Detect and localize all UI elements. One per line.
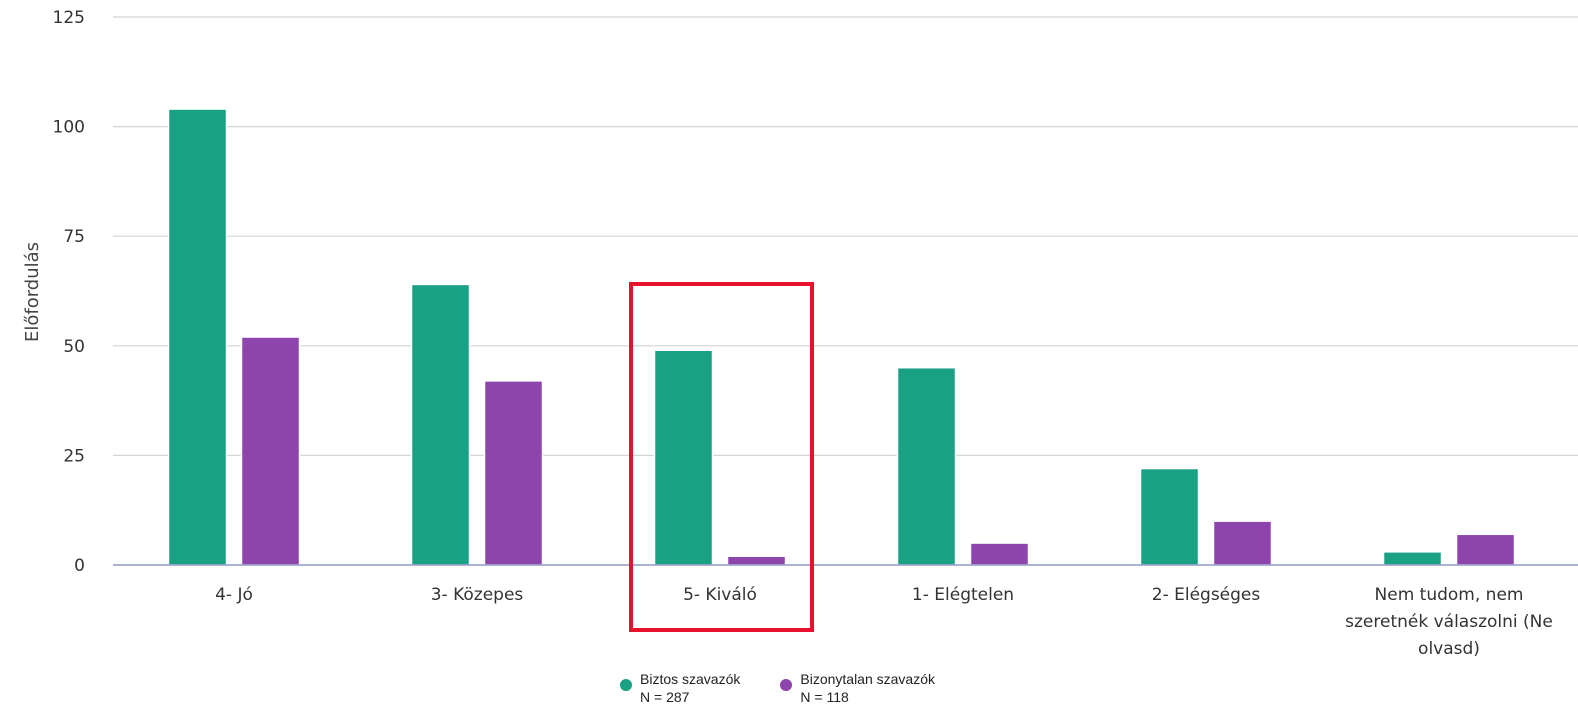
highlight-box bbox=[629, 282, 814, 632]
x-category-label: 5- Kiváló bbox=[683, 585, 757, 605]
x-category-label: 4- Jó bbox=[215, 585, 253, 605]
bar-biztos[interactable] bbox=[1382, 551, 1443, 566]
y-tick-label: 100 bbox=[53, 118, 85, 138]
legend-label: Biztos szavazók bbox=[640, 671, 741, 687]
legend-dot-icon bbox=[620, 679, 632, 691]
x-category-label: 2- Elégséges bbox=[1152, 585, 1261, 605]
gridlines bbox=[113, 16, 1578, 456]
x-category-label: 1- Elégtelen bbox=[912, 585, 1014, 605]
bar-bizonytalan[interactable] bbox=[1455, 533, 1516, 566]
legend-item-bizonytalan[interactable]: Bizonytalan szavazók N = 118 bbox=[780, 670, 935, 706]
y-tick-label: 75 bbox=[63, 227, 85, 247]
bar-biztos[interactable] bbox=[167, 108, 228, 566]
y-tick-label: 25 bbox=[63, 446, 85, 466]
y-tick-label: 0 bbox=[74, 556, 85, 576]
bar-bizonytalan[interactable] bbox=[240, 336, 301, 566]
y-axis-ticks: 0 25 50 75 100 125 bbox=[53, 8, 85, 576]
legend-n: N = 118 bbox=[800, 689, 849, 705]
bar-biztos[interactable] bbox=[1139, 467, 1200, 566]
x-axis-categories: 4- Jó 3- Közepes 5- Kiváló 1- Elégtelen 2- E… bbox=[215, 585, 1553, 659]
y-tick-label: 125 bbox=[53, 8, 85, 28]
legend-item-biztos[interactable]: Biztos szavazók N = 287 bbox=[620, 670, 740, 706]
x-category-label: 3- Közepes bbox=[431, 585, 524, 605]
bar-biztos[interactable] bbox=[410, 283, 471, 566]
bar-biztos[interactable] bbox=[896, 366, 957, 566]
legend-n: N = 287 bbox=[640, 689, 690, 705]
bar-bizonytalan[interactable] bbox=[726, 555, 787, 566]
bar-bizonytalan[interactable] bbox=[969, 542, 1030, 566]
y-tick-label: 50 bbox=[63, 337, 85, 357]
bar-biztos[interactable] bbox=[653, 349, 714, 566]
y-axis-label: Előfordulás bbox=[22, 242, 43, 342]
legend: Biztos szavazók N = 287 Bizonytalan szav… bbox=[620, 670, 935, 706]
legend-dot-icon bbox=[780, 679, 793, 691]
bar-bizonytalan[interactable] bbox=[1212, 520, 1273, 566]
x-category-label: Nem tudom, nem szeretnék válaszolni (Ne ol… bbox=[1345, 585, 1553, 659]
bars bbox=[167, 108, 1516, 566]
legend-label: Bizonytalan szavazók bbox=[800, 671, 936, 687]
bar-bizonytalan[interactable] bbox=[483, 380, 544, 566]
